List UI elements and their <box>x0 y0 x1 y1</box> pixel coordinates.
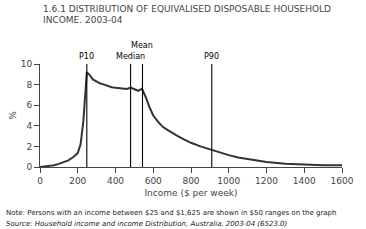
svg-text:1.6.1 DISTRIBUTION OF EQUIVALI: 1.6.1 DISTRIBUTION OF EQUIVALISED DISPOS… <box>43 4 331 26</box>
svg-text:Source: Household income and i: Source: Household income and income Dist… <box>6 220 288 228</box>
svg-text:0: 0 <box>37 176 43 186</box>
svg-text:%: % <box>8 111 18 120</box>
svg-text:Mean: Mean <box>131 41 153 50</box>
svg-text:6: 6 <box>26 100 32 110</box>
svg-text:400: 400 <box>107 176 124 186</box>
svg-text:1000: 1000 <box>217 176 240 186</box>
svg-text:1200: 1200 <box>255 176 278 186</box>
svg-text:P90: P90 <box>204 52 219 61</box>
svg-text:0: 0 <box>26 162 32 172</box>
svg-text:8: 8 <box>26 80 32 90</box>
svg-text:1600: 1600 <box>331 176 354 186</box>
svg-text:P10: P10 <box>79 52 94 61</box>
svg-text:Median: Median <box>116 52 145 61</box>
svg-text:Note: Persons with an income b: Note: Persons with an income between $25… <box>6 209 337 217</box>
svg-text:10: 10 <box>21 59 33 69</box>
svg-text:800: 800 <box>182 176 199 186</box>
svg-text:600: 600 <box>145 176 162 186</box>
svg-text:1400: 1400 <box>293 176 316 186</box>
svg-text:Income ($ per week): Income ($ per week) <box>144 188 237 198</box>
svg-text:200: 200 <box>69 176 86 186</box>
svg-text:2: 2 <box>26 142 32 152</box>
svg-text:4: 4 <box>26 121 32 131</box>
